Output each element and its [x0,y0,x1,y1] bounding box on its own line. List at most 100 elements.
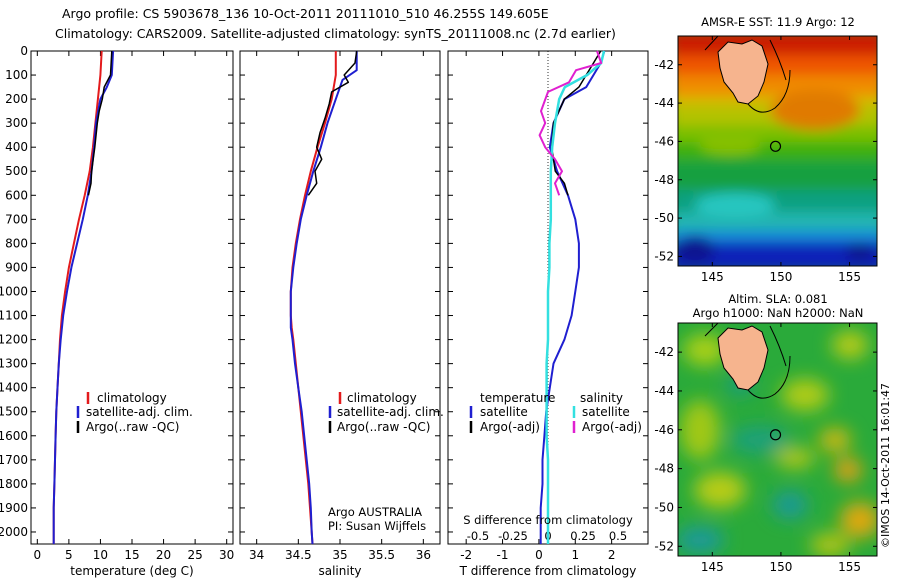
sla-map-axes: 145 150 155 -42 -44 -46 -48 -50 -52 [654,323,877,574]
diff-t-satellite-line [539,50,606,544]
x-tick-label: 0 [33,548,41,562]
y-tick-label: 1300 [0,357,28,371]
x-tick-label: 35 [332,548,347,562]
x-tick-label: 34.5 [285,548,312,562]
y-tick-label: 400 [5,140,28,154]
x-tick-label: 155 [838,270,861,284]
series-layer [52,50,606,545]
sla-map-title-line1: Altim. SLA: 0.081 [728,292,827,306]
legend-title-salinity: salinity [580,391,623,405]
y-tick-label: -42 [654,58,674,72]
legend-label-climatology: climatology [347,391,417,405]
y-tick-label: 2000 [0,525,28,539]
diff-t-argo-line [550,50,602,196]
temperature-xlabel: temperature (deg C) [70,564,193,578]
attribution-line2: PI: Susan Wijffels [328,519,426,533]
y-tick-label: -52 [654,539,674,553]
x-tick-label: 1 [571,548,579,562]
sst-map-title: AMSR-E SST: 11.9 Argo: 12 [701,15,855,29]
y-tick-label: 1200 [0,333,28,347]
y-tick-label: -50 [654,211,674,225]
temperature-argo-line [87,50,113,196]
y-tick-label: 1900 [0,501,28,515]
y-tick-label: 100 [5,68,28,82]
sst-map-axes: 145 150 155 -42 -44 -46 -48 -50 -52 [654,36,877,284]
x-tick-label: 15 [124,548,139,562]
x-tick-label: 145 [701,560,724,574]
legend-label-climatology: climatology [97,391,167,405]
y-tick-label: 500 [5,164,28,178]
y-tick-label: 1000 [0,284,28,298]
x-tick-label: 30 [219,548,234,562]
salinity-legend: climatology satellite-adj. clim. Argo(..… [328,391,444,434]
y-tick-label: 800 [5,236,28,250]
sst-map-frame [677,35,878,267]
temperature-axes: 0 5 10 15 20 25 300100200300400500600700800900… [0,44,234,562]
y-tick-label: 1500 [0,405,28,419]
x-tick-label: 155 [838,560,861,574]
legend-label-s-argo: Argo(-adj) [582,420,642,434]
x-tick-label: 150 [769,270,792,284]
s-tick-label: -0.5 [467,529,489,543]
figure-title-line1: Argo profile: CS 5903678_136 10-Oct-2011… [62,6,549,21]
attribution-line1: Argo AUSTRALIA [328,505,422,519]
difference-top-xlabel: S difference from climatology [463,513,633,527]
y-tick-label: -48 [654,173,674,187]
sla-map-title-line2: Argo h1000: NaN h2000: NaN [693,306,864,320]
y-tick-label: 700 [5,212,28,226]
difference-xlabel: T difference from climatology [459,564,637,578]
y-tick-label: -46 [654,423,674,437]
legend-label-satellite: satellite-adj. clim. [86,405,193,419]
legend-label-s-satellite: satellite [582,405,630,419]
y-tick-label: -46 [654,134,674,148]
y-tick-label: 1400 [0,381,28,395]
salinity-satellite-line [289,51,358,545]
x-tick-label: 25 [187,548,202,562]
salinity-panel [239,50,441,545]
y-tick-label: -44 [654,96,674,110]
y-tick-label: 300 [5,116,28,130]
sla-heatmap [678,323,877,556]
y-tick-label: -44 [654,384,674,398]
y-tick-label: -50 [654,500,674,514]
imos-credit: ©IMOS 14-Oct-2011 16:01:47 [879,383,892,548]
temperature-satellite-line [52,50,115,544]
argo-markers [769,140,782,441]
temperature-legend: climatology satellite-adj. clim. Argo(..… [76,391,193,434]
x-tick-label: 0 [535,548,543,562]
y-tick-label: 1100 [0,309,28,323]
difference-legend: temperature salinity satellite Argo(-adj… [469,391,642,434]
y-tick-label: 900 [5,260,28,274]
diff-s-argo-line [538,50,603,196]
x-tick-label: 5 [65,548,73,562]
x-tick-label: 145 [701,270,724,284]
y-tick-label: -42 [654,345,674,359]
s-tick-label: 0.25 [570,529,596,543]
y-tick-label: 200 [5,92,28,106]
x-tick-label: 2 [608,548,616,562]
y-tick-label: 1600 [0,429,28,443]
argo-position-marker [769,429,782,441]
legend-title-temperature: temperature [480,391,555,405]
legend-label-t-satellite: satellite [480,405,528,419]
y-tick-label: -48 [654,462,674,476]
legend-label-argo: Argo(..raw -QC) [337,420,430,434]
sla-map-frame [677,322,878,557]
salinity-xlabel: salinity [318,564,361,578]
legend-label-argo: Argo(..raw -QC) [86,420,179,434]
y-tick-label: 600 [5,188,28,202]
x-tick-label: -2 [460,548,472,562]
s-tick-label: 0.5 [609,529,627,543]
salinity-argo-line [307,50,358,196]
s-tick-label: -0.25 [498,529,528,543]
y-tick-label: 0 [20,44,28,58]
temperature-panel [30,50,234,545]
x-tick-label: 34 [249,548,264,562]
legend-label-t-argo: Argo(-adj) [480,420,540,434]
x-tick-label: 35.5 [368,548,395,562]
x-tick-label: 36 [416,548,431,562]
figure-title-line2: Climatology: CARS2009. Satellite-adjuste… [55,26,616,41]
x-tick-label: -1 [497,548,509,562]
x-tick-label: 20 [156,548,171,562]
